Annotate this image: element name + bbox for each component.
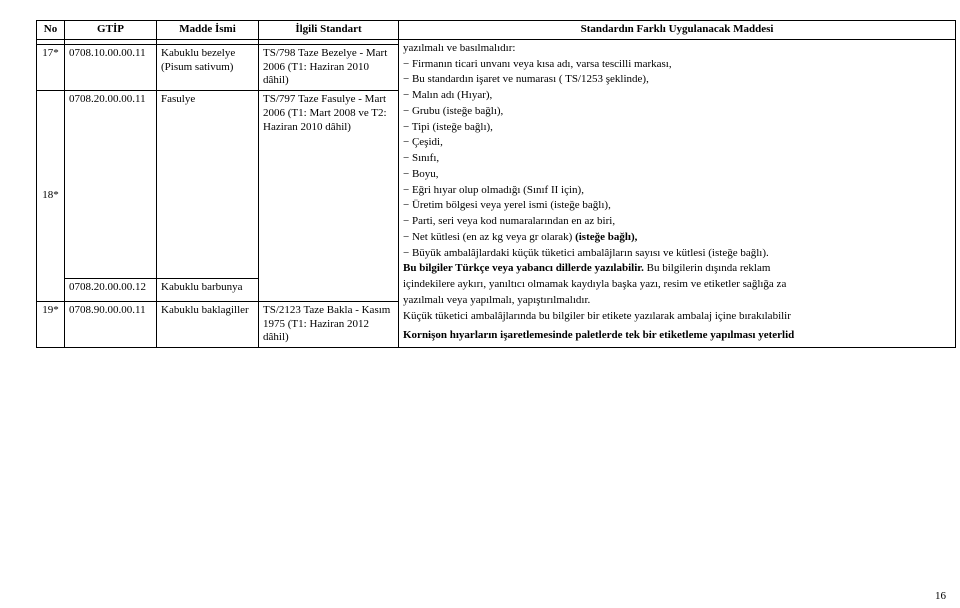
cell-gtip: 0708.10.00.00.11 (65, 44, 157, 90)
desc-line: Bu bilgiler Türkçe veya yabancı dillerde… (403, 262, 951, 276)
desc-line: − Boyu, (403, 168, 951, 182)
desc-line: − Grubu (isteğe bağlı), (403, 105, 951, 119)
desc-line: − Büyük ambalâjlardaki küçük tüketici am… (403, 247, 951, 261)
desc-bold: (isteğe bağlı), (575, 231, 637, 243)
desc-line: − Eğri hıyar olup olmadığı (Sınıf II içi… (403, 184, 951, 198)
desc-text: − Net kütlesi (en az kg veya gr olarak) (403, 231, 575, 243)
cell-std: TS/798 Taze Bezelye - Mart 2006 (T1: Haz… (259, 44, 399, 90)
standards-table: No GTİP Madde İsmi İlgili Standart Stand… (36, 20, 956, 348)
page: No GTİP Madde İsmi İlgili Standart Stand… (0, 0, 960, 352)
desc-line: − Parti, seri veya kod numaralarından en… (403, 215, 951, 229)
cell-std: TS/797 Taze Fasulye - Mart 2006 (T1: Mar… (259, 91, 399, 302)
cell-no: 17* (37, 44, 65, 90)
desc-line: yazılmalı ve basılmalıdır: (403, 42, 951, 56)
desc-line: yazılmalı veya yapılmalı, yapıştırılmalı… (403, 294, 951, 308)
desc-line: − Net kütlesi (en az kg veya gr olarak) … (403, 231, 951, 245)
desc-bold: Bu bilgiler Türkçe veya yabancı dillerde… (403, 262, 647, 274)
desc-bold: Kornişon hıyarların işaretlemesinde pale… (403, 329, 794, 341)
cell-gtip: 0708.20.00.00.12 (65, 278, 157, 301)
desc-line: − Üretim bölgesi veya yerel ismi (isteğe… (403, 199, 951, 213)
cell-madde: Kabuklu baklagiller (157, 301, 259, 347)
desc-line: − Malın adı (Hıyar), (403, 89, 951, 103)
cell-madde: Kabuklu barbunya (157, 278, 259, 301)
desc-line: − Bu standardın işaret ve numarası ( TS/… (403, 73, 951, 87)
table-header-row: No GTİP Madde İsmi İlgili Standart Stand… (37, 21, 956, 40)
cell-no: 19* (37, 301, 65, 347)
cell-desc-main: yazılmalı ve basılmalıdır: − Firmanın ti… (399, 39, 956, 347)
desc-text: Bu bilgilerin dışında reklam (647, 262, 771, 274)
col-header-no: No (37, 21, 65, 40)
desc-line: içindekilere aykırı, yanıltıcı olmamak k… (403, 278, 951, 292)
col-header-madde: Madde İsmi (157, 21, 259, 40)
col-header-gtip: GTİP (65, 21, 157, 40)
cell-no: 18* (37, 91, 65, 302)
col-header-std: İlgili Standart (259, 21, 399, 40)
cell-std: TS/2123 Taze Bakla - Kasım 1975 (T1: Haz… (259, 301, 399, 347)
desc-line: − Tipi (isteğe bağlı), (403, 121, 951, 135)
col-header-desc: Standardın Farklı Uygulanacak Maddesi (399, 21, 956, 40)
cell-madde: Kabuklu bezelye (Pisum sativum) (157, 44, 259, 90)
desc-line: − Çeşidi, (403, 136, 951, 150)
page-number: 16 (935, 590, 946, 602)
desc-line: − Firmanın ticari unvanı veya kısa adı, … (403, 58, 951, 72)
desc-line: Küçük tüketici ambalâjlarında bu bilgile… (403, 310, 951, 324)
cell-gtip: 0708.20.00.00.11 (65, 91, 157, 279)
cell-gtip: 0708.90.00.00.11 (65, 301, 157, 347)
cell-madde: Fasulye (157, 91, 259, 279)
desc-line: Kornişon hıyarların işaretlemesinde pale… (403, 329, 951, 343)
desc-line: − Sınıfı, (403, 152, 951, 166)
